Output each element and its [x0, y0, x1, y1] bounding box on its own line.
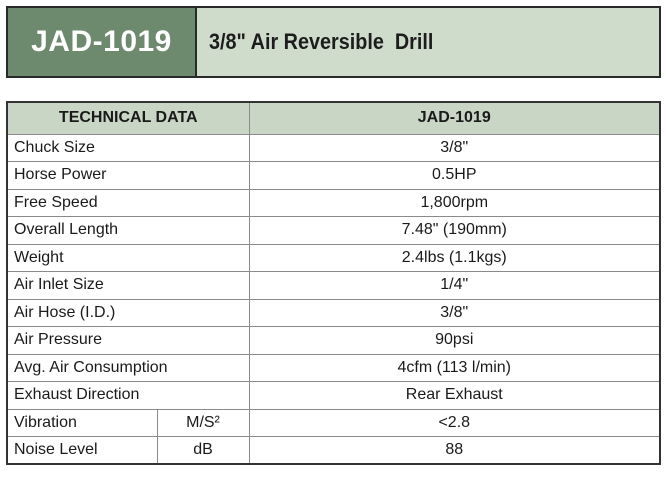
spec-value: Rear Exhaust: [248, 381, 661, 410]
spec-value: 2.4lbs (1.1kgs): [248, 243, 661, 272]
spec-value: <2.8: [248, 408, 661, 437]
table-row: Horse Power 0.5HP: [6, 161, 661, 190]
title-banner: 3/8" Air Reversible Drill: [197, 8, 659, 76]
spec-unit: dB: [156, 436, 250, 465]
spec-label: Chuck Size: [6, 133, 250, 162]
model-number: JAD-1019: [31, 25, 172, 58]
spec-label: Overall Length: [6, 216, 250, 245]
spec-label: Noise Level: [6, 436, 158, 465]
spec-label: Horse Power: [6, 161, 250, 190]
column-header-technical-data: TECHNICAL DATA: [6, 101, 250, 135]
spec-value: 1,800rpm: [248, 188, 661, 217]
spec-value: 4cfm (113 l/min): [248, 353, 661, 382]
spec-value: 7.48" (190mm): [248, 216, 661, 245]
table-row: Air Pressure 90psi: [6, 326, 661, 355]
table-row: Overall Length 7.48" (190mm): [6, 216, 661, 245]
table-row: Vibration M/S² <2.8: [6, 408, 661, 437]
spec-label: Air Inlet Size: [6, 271, 250, 300]
table-row: Exhaust Direction Rear Exhaust: [6, 381, 661, 410]
spec-value: 88: [248, 436, 661, 465]
table-row: Air Inlet Size 1/4": [6, 271, 661, 300]
table-row: Avg. Air Consumption 4cfm (113 l/min): [6, 353, 661, 382]
technical-data-table: TECHNICAL DATA JAD-1019 Chuck Size 3/8" Ho…: [6, 101, 661, 465]
column-header-model: JAD-1019: [248, 101, 661, 135]
table-header-row: TECHNICAL DATA JAD-1019: [6, 101, 661, 135]
table-row: Noise Level dB 88: [6, 436, 661, 465]
spec-unit: M/S²: [156, 408, 250, 437]
spec-label: Air Hose (I.D.): [6, 298, 250, 327]
spec-label: Exhaust Direction: [6, 381, 250, 410]
spec-value: 0.5HP: [248, 161, 661, 190]
model-badge: JAD-1019: [8, 8, 197, 76]
spec-value: 3/8": [248, 133, 661, 162]
spec-value: 90psi: [248, 326, 661, 355]
table-row: Chuck Size 3/8": [6, 133, 661, 162]
spec-label: Air Pressure: [6, 326, 250, 355]
spec-label: Weight: [6, 243, 250, 272]
table-row: Air Hose (I.D.) 3/8": [6, 298, 661, 327]
table-row: Weight 2.4lbs (1.1kgs): [6, 243, 661, 272]
product-header: JAD-1019 3/8" Air Reversible Drill: [6, 6, 661, 78]
spec-label: Vibration: [6, 408, 158, 437]
product-title: 3/8" Air Reversible Drill: [209, 29, 434, 54]
table-row: Free Speed 1,800rpm: [6, 188, 661, 217]
spec-label: Free Speed: [6, 188, 250, 217]
spec-label: Avg. Air Consumption: [6, 353, 250, 382]
spec-value: 1/4": [248, 271, 661, 300]
spec-value: 3/8": [248, 298, 661, 327]
